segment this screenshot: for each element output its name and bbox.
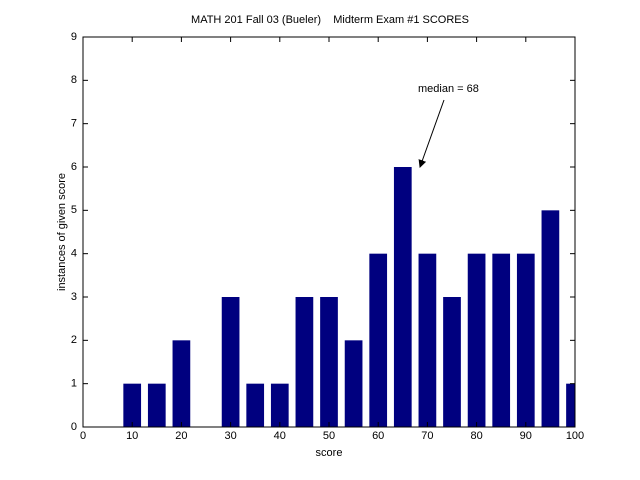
x-tick-label: 100 [566, 430, 584, 442]
chart-title: MATH 201 Fall 03 (Bueler) Midterm Exam #… [191, 14, 469, 26]
bar [147, 383, 166, 427]
x-tick-label: 90 [520, 430, 532, 442]
bar [270, 383, 289, 427]
annotation: median = 68 [418, 83, 479, 95]
bar [467, 253, 486, 427]
x-tick-label: 70 [421, 430, 433, 442]
y-tick-label: 2 [71, 334, 77, 346]
y-tick-label: 4 [71, 248, 77, 260]
x-tick-label: 80 [470, 430, 482, 442]
bar [320, 297, 338, 427]
bar [443, 297, 461, 427]
x-tick-label: 10 [126, 430, 138, 442]
x-tick-label: 50 [323, 430, 335, 442]
x-tick-label: 20 [175, 430, 187, 442]
y-tick-label: 5 [71, 204, 77, 216]
x-tick-label: 0 [80, 430, 86, 442]
bar [123, 383, 142, 427]
x-tick-label: 40 [274, 430, 286, 442]
y-tick-label: 1 [71, 378, 77, 390]
bar [344, 340, 363, 427]
bars [123, 167, 575, 427]
annotation-arrow [418, 99, 445, 168]
x-tick-label: 30 [224, 430, 236, 442]
x-tick-label: 60 [372, 430, 384, 442]
y-tick-label: 7 [71, 118, 77, 130]
y-tick-label: 3 [71, 291, 77, 303]
bar [566, 383, 575, 427]
bar [221, 297, 240, 427]
bar [516, 253, 535, 427]
y-tick-label: 0 [71, 421, 77, 433]
bar [246, 383, 265, 427]
x-axis-label: score [316, 447, 343, 459]
bar [541, 210, 560, 427]
y-axis-label: instances of given score [56, 173, 68, 291]
y-tick-label: 9 [71, 31, 77, 43]
bar [393, 167, 412, 427]
y-tick-label: 6 [71, 161, 77, 173]
bar [492, 253, 511, 427]
bar [172, 340, 191, 427]
bar [369, 253, 388, 427]
bar [295, 297, 314, 427]
bar [418, 253, 437, 427]
y-tick-label: 8 [71, 74, 77, 86]
